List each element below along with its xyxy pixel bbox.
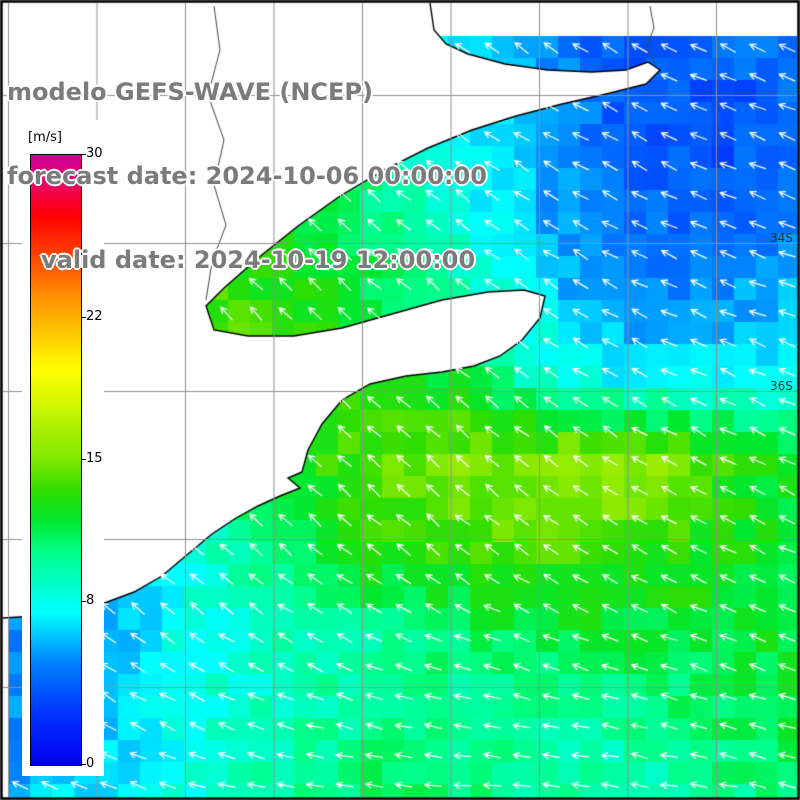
plot-title-block: modelo GEFS-WAVE (NCEP) forecast date: 2… — [7, 22, 487, 302]
colorbar: [m/s] 30 22 15 8 0 — [22, 120, 104, 776]
lat-label-34s: 34S — [770, 231, 793, 245]
lat-label-36s: 36S — [770, 379, 793, 393]
colorbar-tick-mark — [81, 154, 86, 155]
model-name: modelo GEFS-WAVE (NCEP) — [7, 78, 373, 106]
colorbar-tick-label: 8 — [86, 593, 95, 609]
colorbar-tick-mark — [81, 764, 86, 765]
colorbar-tick-mark — [81, 601, 86, 603]
colorbar-unit-label: [m/s] — [28, 130, 62, 145]
forecast-date: forecast date: 2024-10-06 00:00:00 — [7, 162, 487, 190]
colorbar-tick-label: 30 — [86, 146, 103, 161]
colorbar-gradient — [30, 154, 82, 766]
colorbar-tick-mark — [81, 316, 86, 318]
colorbar-tick-mark — [81, 459, 86, 460]
valid-date: valid date: 2024-10-19 12:00:00 — [41, 246, 476, 274]
colorbar-tick-label: 15 — [86, 451, 103, 466]
colorbar-tick-label: 0 — [86, 756, 95, 771]
colorbar-tick-label: 22 — [86, 308, 103, 324]
